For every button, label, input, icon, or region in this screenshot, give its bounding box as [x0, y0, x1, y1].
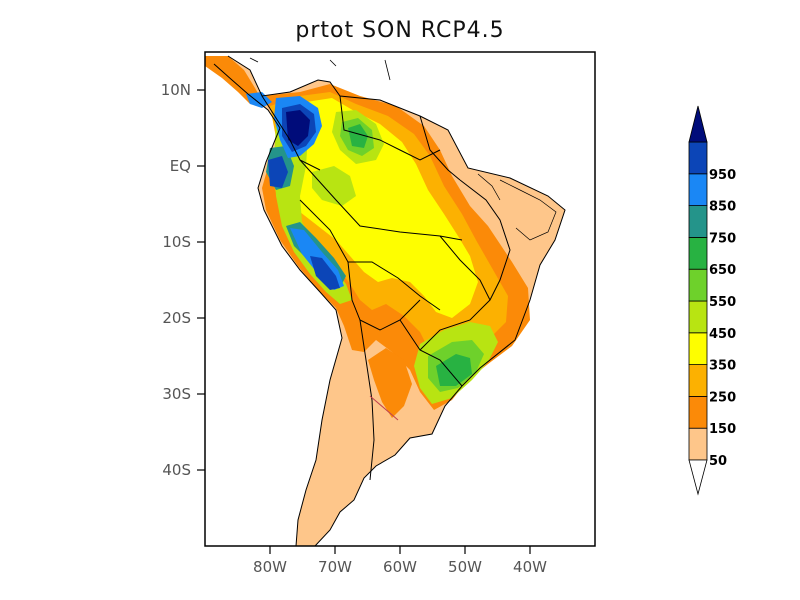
precip-patch-450-amazon	[312, 166, 356, 206]
colorbar-label-8: 850	[709, 200, 736, 215]
colorbar-high-arrow	[688, 105, 708, 143]
longitude-axis: 80W 70W 60W 50W 40W	[253, 546, 547, 576]
colorbar: 50 150 250 350 450 550 650 750 850 950	[688, 105, 736, 496]
coastlines-and-borders	[213, 55, 566, 546]
lon-tick-label-0: 80W	[253, 558, 287, 576]
lake-mark	[369, 395, 399, 421]
precip-band-350	[280, 98, 478, 318]
precip-patch-950-ecuador	[268, 156, 288, 188]
lat-tick-label-5: 40S	[162, 461, 191, 479]
colorbar-label-7: 750	[709, 231, 736, 246]
colorbar-label-3: 350	[709, 359, 736, 374]
precip-patch-150-south	[368, 348, 412, 418]
colorbar-label-5: 550	[709, 295, 736, 310]
colorbar-label-1: 150	[709, 422, 736, 437]
precip-patch-650-southeast	[436, 354, 472, 386]
colorbar-label-6: 650	[709, 263, 736, 278]
colorbar-low-arrow	[688, 459, 708, 496]
colorbar-label-4: 450	[709, 327, 736, 342]
colorbar-bin-6	[688, 236, 708, 270]
map-title: prtot SON RCP4.5	[295, 18, 505, 43]
colorbar-label-9: 950	[709, 168, 736, 183]
lat-tick-label-2: 10S	[162, 233, 191, 251]
precip-patch-max	[286, 110, 310, 146]
lat-tick-label-1: EQ	[170, 157, 191, 175]
colorbar-bin-5	[688, 268, 708, 302]
amazon-delta-outlines	[477, 173, 557, 241]
colorbar-label-0: 50	[709, 454, 727, 469]
lon-tick-label-3: 50W	[448, 558, 482, 576]
latitude-axis: 10N EQ 10S 20S 30S 40S	[161, 81, 205, 479]
colorbar-bin-8	[688, 173, 708, 207]
colorbar-label-2: 250	[709, 390, 736, 405]
precip-patch-650-north	[348, 124, 368, 148]
lon-tick-label-2: 60W	[383, 558, 417, 576]
colorbar-bin-0	[688, 427, 708, 461]
lat-tick-label-4: 30S	[162, 385, 191, 403]
colorbar-bin-3	[688, 332, 708, 365]
colorbar-bin-4	[688, 300, 708, 334]
colorbar-bin-1	[688, 395, 708, 429]
lon-tick-label-1: 70W	[318, 558, 352, 576]
colorbar-bin-9	[688, 141, 708, 175]
precip-patch-950-andes	[310, 256, 340, 290]
lat-tick-label-0: 10N	[161, 81, 191, 99]
precip-band-450-andes	[274, 118, 352, 304]
colorbar-bin-7	[688, 205, 708, 238]
lat-tick-label-3: 20S	[162, 309, 191, 327]
map-panel	[205, 55, 566, 546]
colorbar-bin-2	[688, 364, 708, 397]
lon-tick-label-4: 40W	[513, 558, 547, 576]
